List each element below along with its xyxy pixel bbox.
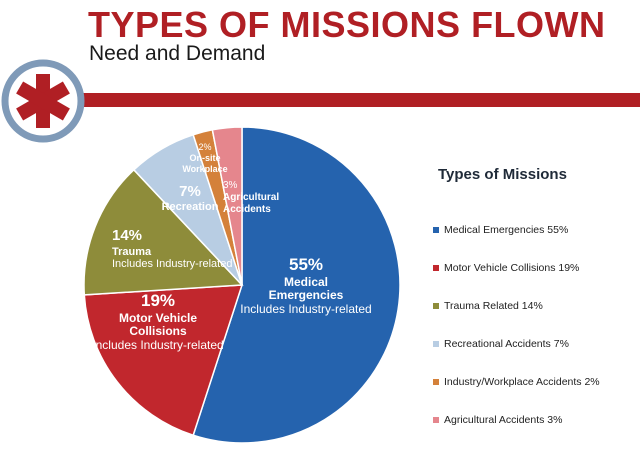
slice-label: Trauma xyxy=(112,246,152,258)
page-title: TYPES OF MISSIONS FLOWN xyxy=(88,4,606,45)
slice-label: 55% xyxy=(289,255,323,274)
legend: Medical Emergencies 55% Motor Vehicle Co… xyxy=(433,222,600,450)
header-band xyxy=(60,93,640,107)
legend-swatch xyxy=(433,341,439,347)
slice-label: 7% xyxy=(179,183,201,200)
legend-item: Trauma Related 14% xyxy=(433,298,600,314)
slice-label: 3% xyxy=(223,180,238,191)
slice-label: Medical xyxy=(284,275,328,289)
star-of-life-icon xyxy=(1,59,85,143)
legend-swatch xyxy=(433,379,439,385)
slice-label: Collisions xyxy=(129,324,187,338)
legend-item: Agricultural Accidents 3% xyxy=(433,412,600,428)
legend-label: Motor Vehicle Collisions 19% xyxy=(444,262,580,274)
legend-swatch xyxy=(433,265,439,271)
slice-label: 19% xyxy=(141,291,175,310)
legend-item: Medical Emergencies 55% xyxy=(433,222,600,238)
legend-label: Medical Emergencies 55% xyxy=(444,224,569,236)
slice-label: Workplace xyxy=(182,164,227,174)
slice-label: Accidents xyxy=(223,204,271,215)
legend-title: Types of Missions xyxy=(438,166,567,183)
legend-swatch xyxy=(433,303,439,309)
pie-slice xyxy=(192,126,401,444)
page-subtitle: Need and Demand xyxy=(89,42,266,65)
legend-label: Agricultural Accidents 3% xyxy=(444,414,563,426)
pie-slice xyxy=(83,168,244,296)
slice-label: On-site xyxy=(189,153,220,163)
slice-label: 2% xyxy=(198,142,211,152)
slice-label: 14% xyxy=(112,227,142,244)
legend-label: Trauma Related 14% xyxy=(444,300,543,312)
pie-slice xyxy=(211,126,243,286)
legend-item: Motor Vehicle Collisions 19% xyxy=(433,260,600,276)
legend-swatch xyxy=(433,227,439,233)
slice-label: Motor Vehicle xyxy=(119,311,197,325)
legend-item: Recreational Accidents 7% xyxy=(433,336,600,352)
legend-label: Industry/Workplace Accidents 2% xyxy=(444,376,600,388)
slice-label: Recreation xyxy=(162,201,219,213)
slice-label: Emergencies xyxy=(269,288,344,302)
slice-label: Includes Industry-related xyxy=(92,338,223,352)
legend-swatch xyxy=(433,417,439,423)
slice-label: Agricultural xyxy=(223,192,279,203)
pie-slice xyxy=(83,284,244,437)
legend-label: Recreational Accidents 7% xyxy=(444,338,569,350)
slice-label: Includes Industry-related xyxy=(112,258,232,270)
legend-item: Industry/Workplace Accidents 2% xyxy=(433,374,600,390)
slice-label: Includes Industry-related xyxy=(240,302,371,316)
